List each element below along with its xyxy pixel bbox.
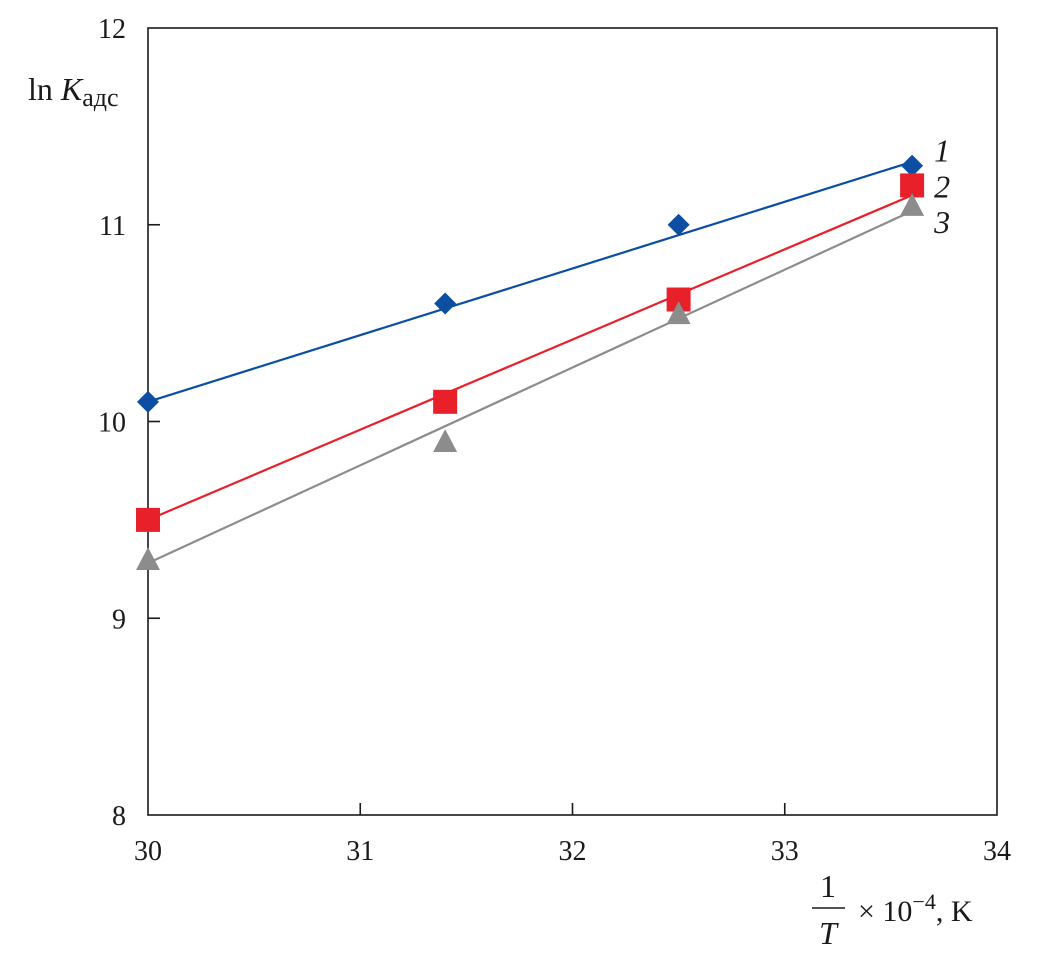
y-tick-label: 10 xyxy=(98,408,126,439)
y-tick-label: 9 xyxy=(112,604,126,635)
series-3-point xyxy=(136,547,160,571)
series-layer: 123 xyxy=(136,133,950,571)
series-2-line xyxy=(147,194,913,521)
series-3-line xyxy=(147,209,913,565)
series-3-point xyxy=(433,429,458,452)
y-axis-label-main: ln xyxy=(28,71,61,107)
x-tick-label: 31 xyxy=(346,836,374,867)
y-axis-label-var: K xyxy=(60,71,84,107)
series-2-label: 2 xyxy=(934,168,950,204)
x-axis-label-multiplier: × 10−4, K xyxy=(858,889,973,928)
x-tick-label: 33 xyxy=(771,836,799,867)
y-axis-label: ln Kадс xyxy=(28,71,119,112)
y-axis-ticks: 8 9 10 11 12 xyxy=(98,14,160,832)
x-axis-label: 1 T × 10−4, K xyxy=(812,868,973,951)
y-tick-label: 8 xyxy=(112,801,126,832)
y-tick-label: 12 xyxy=(98,14,126,45)
series-3: 3 xyxy=(136,193,950,571)
series-2-point xyxy=(433,389,458,414)
y-axis-label-sub: адс xyxy=(82,83,118,112)
series-3-point xyxy=(666,301,691,325)
series-1-point xyxy=(667,213,690,236)
series-2: 2 xyxy=(136,168,950,532)
series-1-point xyxy=(434,292,457,315)
x-axis-label-exponent: −4 xyxy=(912,889,935,914)
x-axis-label-suffix: × 10 xyxy=(858,895,912,928)
series-1-point xyxy=(137,390,159,413)
series-3-label: 3 xyxy=(933,204,950,240)
x-tick-label: 34 xyxy=(983,836,1011,867)
x-axis-label-denominator: T xyxy=(819,915,839,951)
series-2-point xyxy=(136,507,160,532)
x-tick-label: 32 xyxy=(559,836,587,867)
x-tick-label: 30 xyxy=(134,836,162,867)
y-tick-label: 11 xyxy=(99,211,126,242)
x-axis-label-numerator: 1 xyxy=(820,868,836,904)
plot-frame xyxy=(147,27,998,816)
series-1-label: 1 xyxy=(934,133,950,169)
x-axis-ticks: 30 31 32 33 34 xyxy=(134,803,1011,867)
x-axis-label-unit: , K xyxy=(936,895,973,928)
series-1: 1 xyxy=(137,133,950,413)
series-3-point xyxy=(900,193,925,216)
series-1-line xyxy=(147,160,913,403)
series-1-point xyxy=(901,154,924,177)
